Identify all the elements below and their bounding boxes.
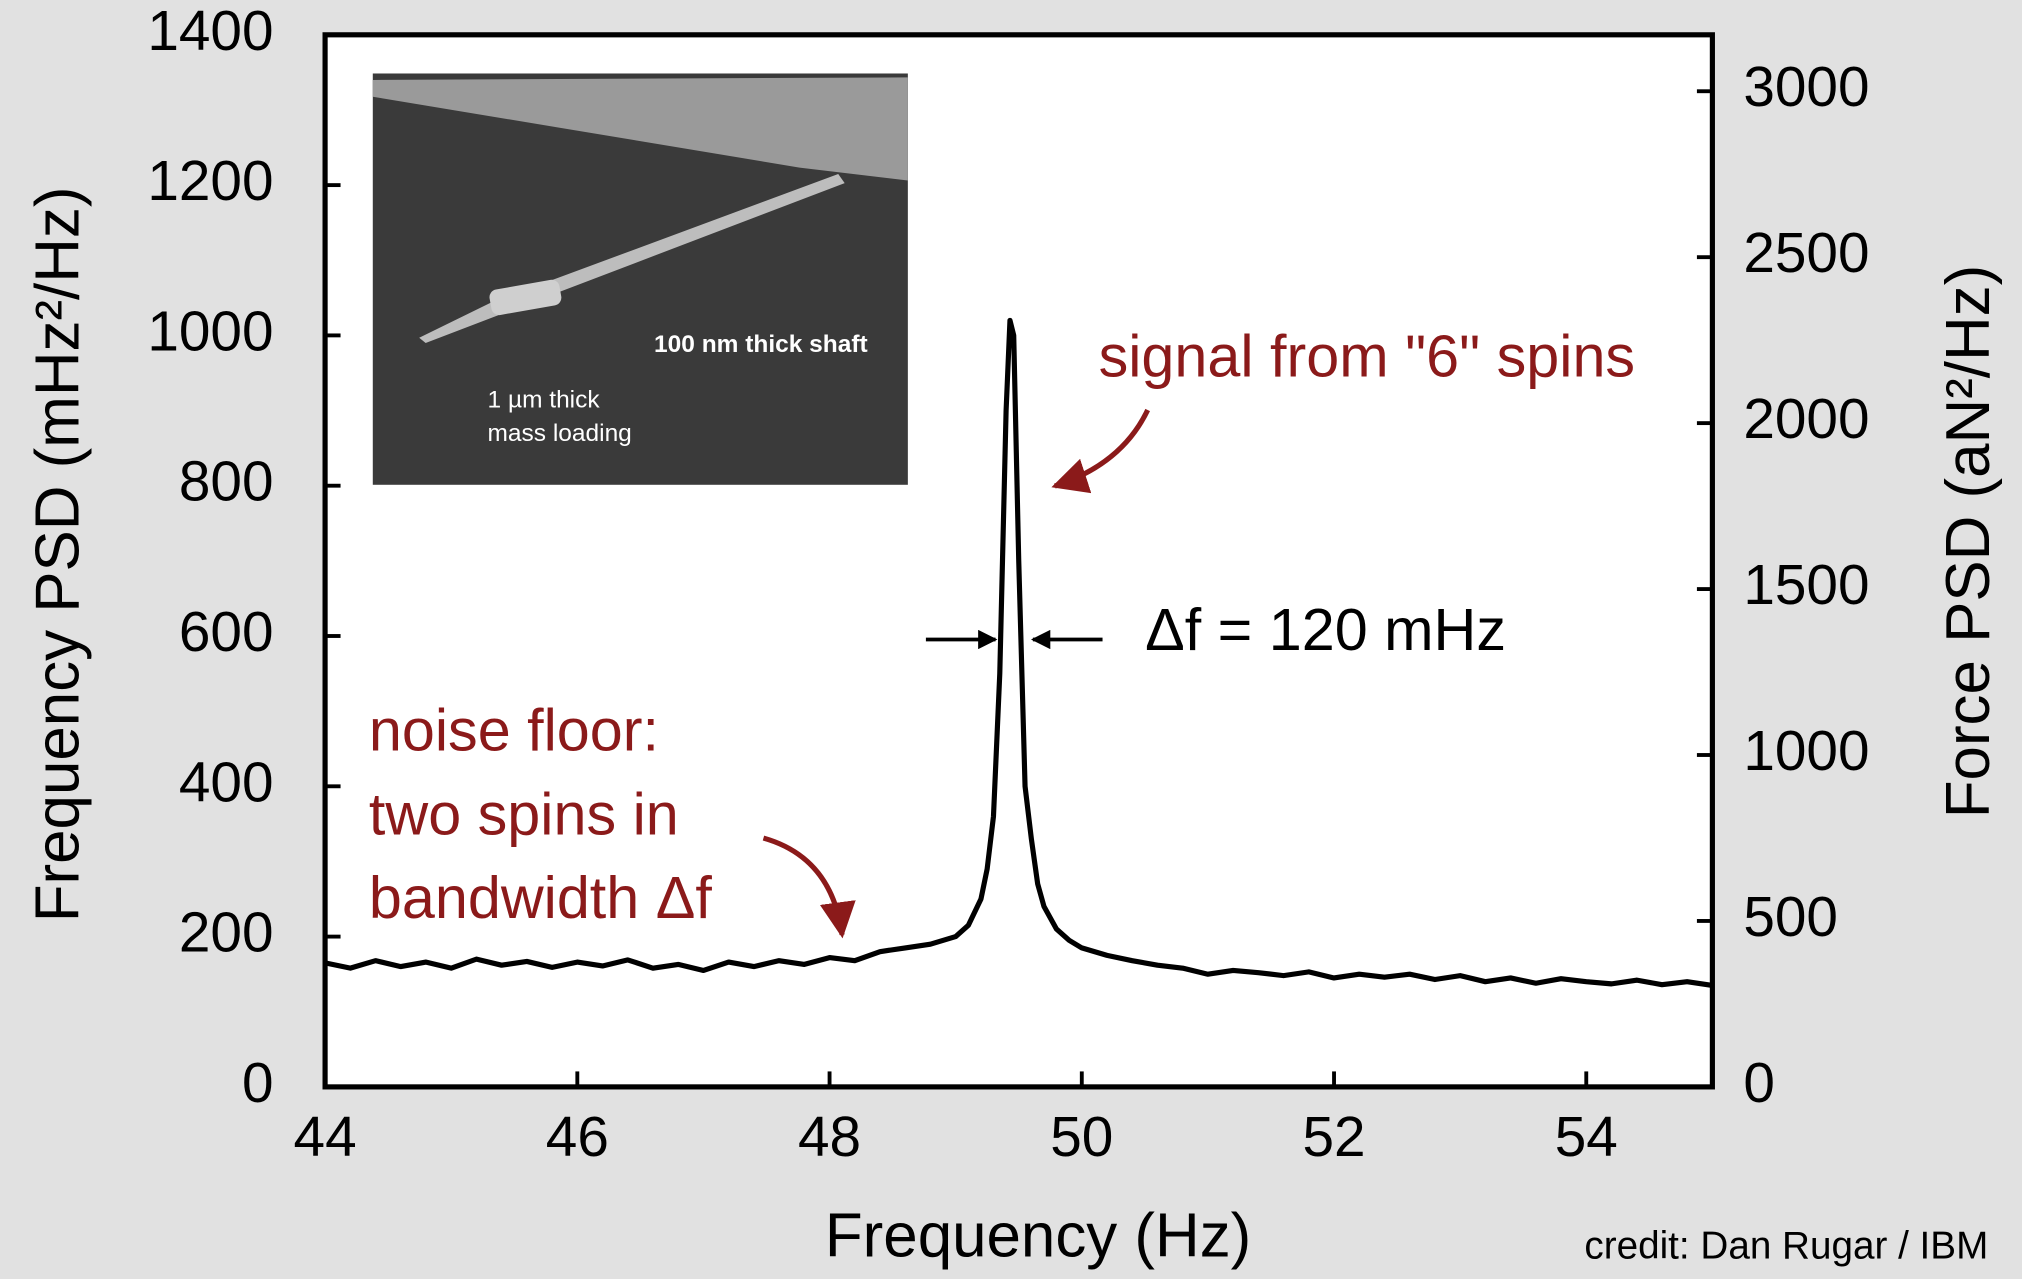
x-tick-label: 52 (1302, 1106, 1365, 1169)
data-line (324, 317, 1713, 988)
y2-tick-label: 3000 (1743, 56, 1869, 119)
x-tick-label: 54 (1555, 1106, 1618, 1169)
annotation: noise floor: (369, 697, 659, 764)
y-tick-label: 400 (179, 751, 274, 814)
y-tick-label: 600 (179, 601, 274, 664)
x-tick-label: 44 (294, 1106, 357, 1169)
y2-tick-label: 1500 (1743, 554, 1869, 617)
y2-axis-title: Force PSD (aN²/Hz) (1934, 265, 2003, 819)
annotation-arrow (762, 835, 856, 939)
inset-image: 100 nm thick shaft 1 µm thick mass loadi… (372, 73, 908, 485)
annotation: signal from "6" spins (1099, 323, 1635, 390)
y-tick-label: 800 (179, 451, 274, 514)
x-tick-label: 46 (546, 1106, 609, 1169)
annotation: two spins in (369, 780, 679, 847)
inset-label: 1 µm thick (488, 386, 601, 413)
x-tick-label: 50 (1050, 1106, 1113, 1169)
y2-tick-label: 500 (1743, 886, 1838, 949)
credit: credit: Dan Rugar / IBM (1584, 1224, 1988, 1267)
x-axis-title: Frequency (Hz) (825, 1202, 1251, 1271)
x-tick-label: 48 (798, 1106, 861, 1169)
y2-tick-label: 1000 (1743, 720, 1869, 783)
y-tick-label: 1000 (147, 300, 273, 363)
y2-tick-label: 0 (1743, 1052, 1775, 1115)
y-tick-label: 1200 (147, 150, 273, 213)
annotation-arrow (1051, 408, 1150, 494)
annotation: Δf = 120 mHz (1145, 596, 1506, 663)
annotation: bandwidth Δf (369, 864, 712, 931)
y2-tick-label: 2000 (1743, 388, 1869, 451)
y2-tick-label: 2500 (1743, 222, 1869, 285)
y-tick-label: 0 (242, 1052, 274, 1115)
inset-label: mass loading (488, 420, 632, 447)
inset-label: 100 nm thick shaft (654, 331, 868, 358)
y-tick-label: 1400 (147, 0, 273, 63)
plot-frame (322, 32, 1715, 1090)
y-axis-title: Frequency PSD (mHz²/Hz) (23, 187, 92, 923)
y-tick-label: 200 (179, 902, 274, 965)
